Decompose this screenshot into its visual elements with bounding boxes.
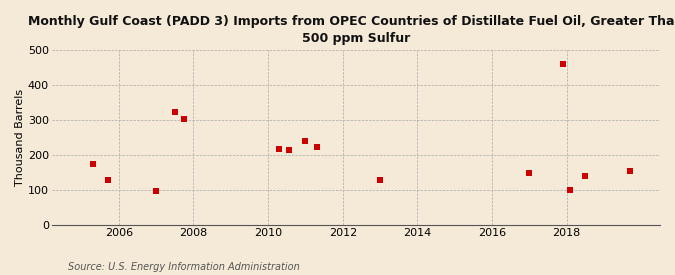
Point xyxy=(565,188,576,192)
Point xyxy=(558,62,568,67)
Point xyxy=(375,178,385,182)
Point xyxy=(87,162,98,166)
Point xyxy=(179,116,190,121)
Title: Monthly Gulf Coast (PADD 3) Imports from OPEC Countries of Distillate Fuel Oil, : Monthly Gulf Coast (PADD 3) Imports from… xyxy=(28,15,675,45)
Point xyxy=(169,109,180,114)
Text: Source: U.S. Energy Information Administration: Source: U.S. Energy Information Administ… xyxy=(68,262,299,272)
Point xyxy=(300,139,311,144)
Point xyxy=(524,170,535,175)
Point xyxy=(102,178,113,182)
Point xyxy=(151,189,161,193)
Point xyxy=(580,174,591,178)
Point xyxy=(284,148,294,152)
Point xyxy=(311,144,322,149)
Point xyxy=(274,147,285,151)
Y-axis label: Thousand Barrels: Thousand Barrels xyxy=(15,89,25,186)
Point xyxy=(625,169,636,173)
